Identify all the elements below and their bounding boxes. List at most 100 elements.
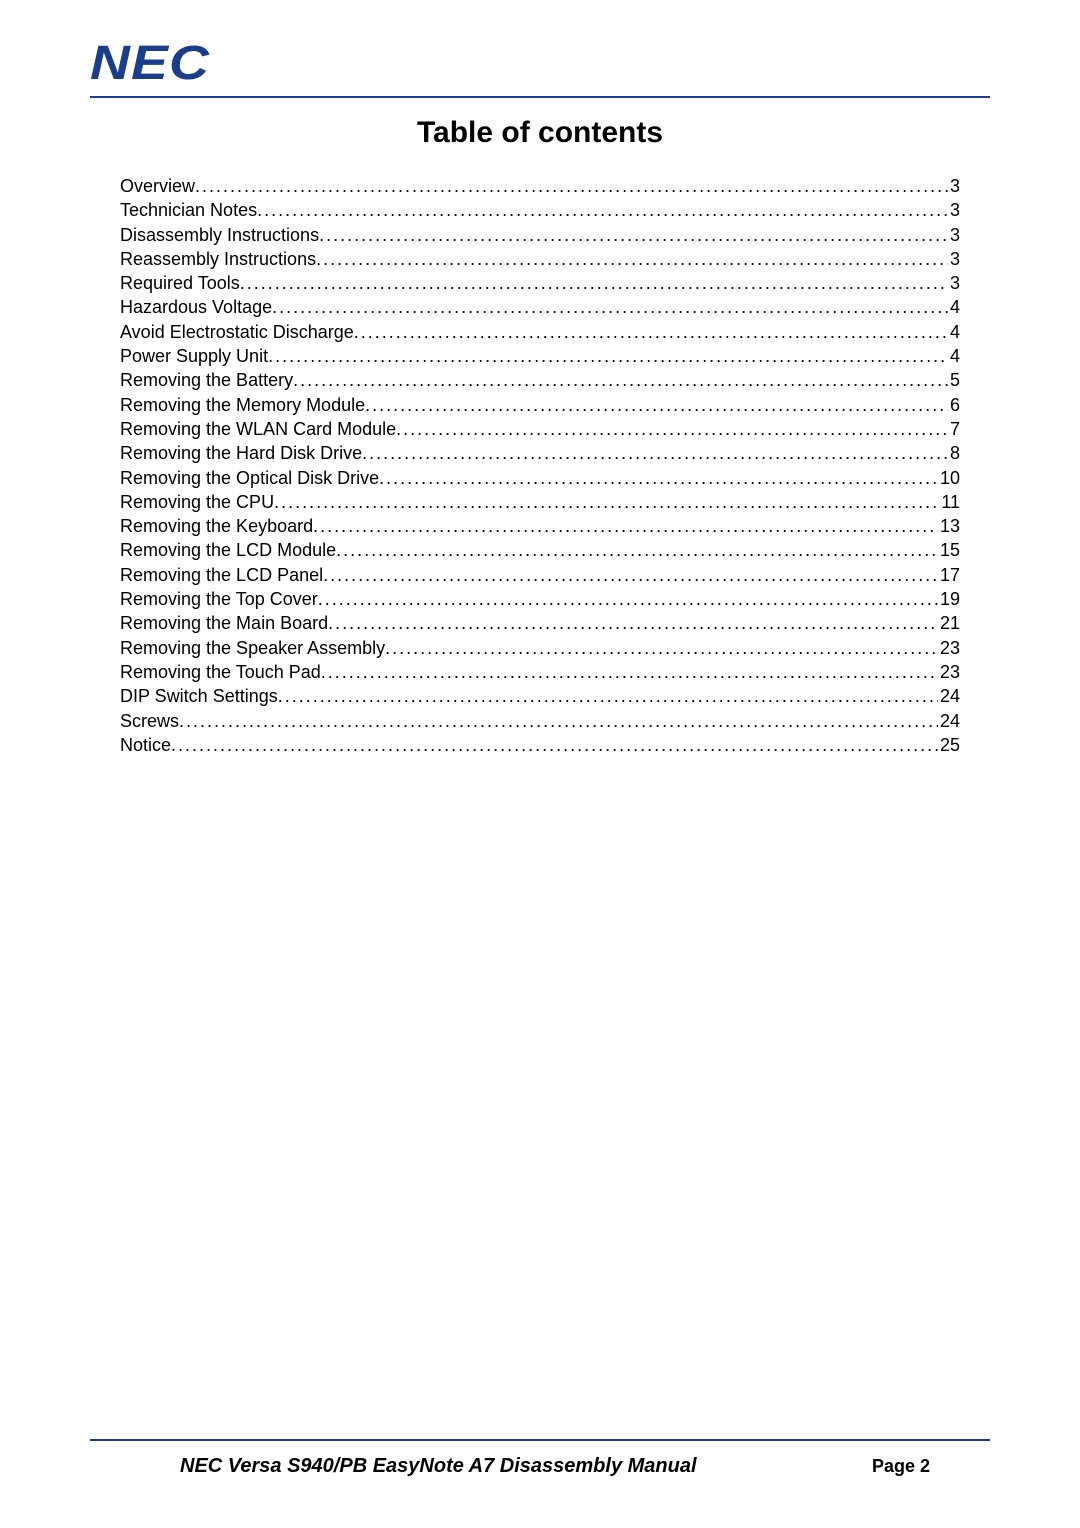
toc-entry-page: 3 bbox=[948, 223, 960, 247]
toc-entry-page: 19 bbox=[938, 587, 960, 611]
toc-entry: Removing the Top Cover 19 bbox=[120, 587, 960, 611]
toc-entry: Technician Notes 3 bbox=[120, 198, 960, 222]
toc-leader-dots bbox=[328, 611, 938, 635]
footer-doc-title: NEC Versa S940/PB EasyNote A7 Disassembl… bbox=[180, 1455, 697, 1478]
toc-entry-page: 4 bbox=[948, 320, 960, 344]
toc-entry-page: 3 bbox=[948, 174, 960, 198]
toc-entry: Required Tools 3 bbox=[120, 271, 960, 295]
toc-entry-page: 3 bbox=[948, 271, 960, 295]
footer-page-number: Page 2 bbox=[872, 1456, 930, 1477]
toc-entry-page: 23 bbox=[938, 660, 960, 684]
toc-entry-label: Removing the Memory Module bbox=[120, 393, 365, 417]
toc-leader-dots bbox=[318, 587, 938, 611]
toc-entry-label: Removing the Hard Disk Drive bbox=[120, 441, 362, 465]
toc-entry-label: Removing the WLAN Card Module bbox=[120, 417, 396, 441]
toc-leader-dots bbox=[274, 490, 939, 514]
page-header: NEC bbox=[90, 40, 990, 98]
footer-rule bbox=[90, 1439, 990, 1441]
toc-entry-label: Power Supply Unit bbox=[120, 344, 268, 368]
toc-leader-dots bbox=[195, 174, 948, 198]
toc-entry-label: Technician Notes bbox=[120, 198, 257, 222]
toc-leader-dots bbox=[319, 223, 948, 247]
toc-entry-page: 8 bbox=[948, 441, 960, 465]
toc-entry-page: 3 bbox=[948, 198, 960, 222]
toc-entry-label: Removing the LCD Panel bbox=[120, 563, 323, 587]
toc-entry-label: Avoid Electrostatic Discharge bbox=[120, 320, 354, 344]
toc-leader-dots bbox=[278, 684, 938, 708]
toc-entry: Removing the Keyboard 13 bbox=[120, 514, 960, 538]
toc-entry-page: 24 bbox=[938, 684, 960, 708]
page-title: Table of contents bbox=[90, 116, 990, 150]
toc-leader-dots bbox=[313, 514, 938, 538]
toc-leader-dots bbox=[354, 320, 948, 344]
toc-entry-page: 23 bbox=[938, 636, 960, 660]
toc-entry-page: 3 bbox=[948, 247, 960, 271]
toc-entry-page: 5 bbox=[948, 368, 960, 392]
toc-entry: Removing the LCD Module 15 bbox=[120, 538, 960, 562]
toc-entry-page: 10 bbox=[938, 466, 960, 490]
toc-leader-dots bbox=[323, 563, 938, 587]
toc-entry-label: Notice bbox=[120, 733, 171, 757]
toc-entry-label: DIP Switch Settings bbox=[120, 684, 278, 708]
toc-entry: Hazardous Voltage 4 bbox=[120, 295, 960, 319]
toc-entry-label: Removing the Keyboard bbox=[120, 514, 313, 538]
toc-entry-label: Required Tools bbox=[120, 271, 240, 295]
toc-entry-page: 11 bbox=[939, 490, 960, 514]
nec-logo: NEC bbox=[90, 40, 210, 88]
toc-entry-page: 4 bbox=[948, 344, 960, 368]
toc-leader-dots bbox=[362, 441, 948, 465]
toc-leader-dots bbox=[171, 733, 938, 757]
toc-entry: Removing the Hard Disk Drive 8 bbox=[120, 441, 960, 465]
toc-leader-dots bbox=[293, 368, 948, 392]
toc-entry: Screws24 bbox=[120, 709, 960, 733]
toc-entry: Overview 3 bbox=[120, 174, 960, 198]
toc-leader-dots bbox=[336, 538, 938, 562]
toc-entry: Removing the LCD Panel 17 bbox=[120, 563, 960, 587]
toc-entry: Disassembly Instructions 3 bbox=[120, 223, 960, 247]
toc-leader-dots bbox=[179, 709, 938, 733]
toc-leader-dots bbox=[240, 271, 948, 295]
toc-leader-dots bbox=[321, 660, 938, 684]
toc-entry-label: Reassembly Instructions bbox=[120, 247, 316, 271]
toc-entry: Removing the Battery 5 bbox=[120, 368, 960, 392]
page-footer: NEC Versa S940/PB EasyNote A7 Disassembl… bbox=[90, 1439, 990, 1478]
document-page: NEC Table of contents Overview3Technicia… bbox=[0, 0, 1080, 1528]
toc-entry: Removing the CPU 11 bbox=[120, 490, 960, 514]
toc-entry-page: 13 bbox=[938, 514, 960, 538]
toc-entry-page: 24 bbox=[938, 709, 960, 733]
toc-entry: Notice 25 bbox=[120, 733, 960, 757]
toc-entry-page: 25 bbox=[938, 733, 960, 757]
toc-entry: Removing the Memory Module6 bbox=[120, 393, 960, 417]
toc-entry: Removing the Optical Disk Drive 10 bbox=[120, 466, 960, 490]
toc-entry-page: 4 bbox=[948, 295, 960, 319]
toc-entry: Reassembly Instructions 3 bbox=[120, 247, 960, 271]
toc-entry-label: Removing the Optical Disk Drive bbox=[120, 466, 379, 490]
toc-entry: Removing the Main Board21 bbox=[120, 611, 960, 635]
toc-leader-dots bbox=[379, 466, 938, 490]
toc-leader-dots bbox=[272, 295, 948, 319]
toc-leader-dots bbox=[257, 198, 948, 222]
toc-entry-page: 21 bbox=[938, 611, 960, 635]
footer-line: NEC Versa S940/PB EasyNote A7 Disassembl… bbox=[90, 1455, 990, 1478]
toc-leader-dots bbox=[385, 636, 938, 660]
toc-entry: Avoid Electrostatic Discharge 4 bbox=[120, 320, 960, 344]
toc-leader-dots bbox=[316, 247, 948, 271]
toc-entry-label: Removing the Touch Pad bbox=[120, 660, 321, 684]
toc-entry-label: Removing the CPU bbox=[120, 490, 274, 514]
toc-entry-label: Removing the Top Cover bbox=[120, 587, 318, 611]
toc-entry: Power Supply Unit 4 bbox=[120, 344, 960, 368]
toc-entry-page: 17 bbox=[938, 563, 960, 587]
toc-leader-dots bbox=[396, 417, 948, 441]
table-of-contents: Overview3Technician Notes3Disassembly In… bbox=[90, 174, 990, 757]
toc-leader-dots bbox=[268, 344, 948, 368]
toc-entry: Removing the WLAN Card Module7 bbox=[120, 417, 960, 441]
toc-entry-label: Removing the Battery bbox=[120, 368, 293, 392]
toc-entry-label: Removing the LCD Module bbox=[120, 538, 336, 562]
toc-entry-page: 15 bbox=[938, 538, 960, 562]
toc-entry-label: Hazardous Voltage bbox=[120, 295, 272, 319]
toc-entry-label: Removing the Speaker Assembly bbox=[120, 636, 385, 660]
toc-entry: DIP Switch Settings 24 bbox=[120, 684, 960, 708]
toc-entry: Removing the Speaker Assembly 23 bbox=[120, 636, 960, 660]
toc-entry-label: Overview bbox=[120, 174, 195, 198]
toc-entry-label: Disassembly Instructions bbox=[120, 223, 319, 247]
